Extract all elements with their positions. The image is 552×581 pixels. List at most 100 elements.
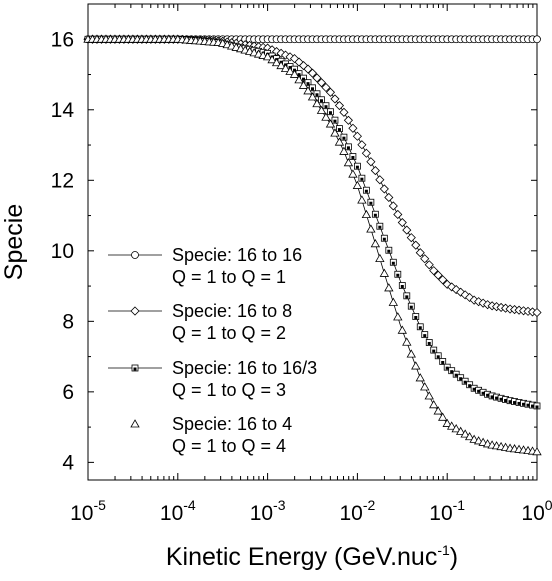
y-tick-label: 10 — [51, 240, 74, 263]
data-point — [330, 94, 340, 104]
data-point — [397, 217, 407, 228]
data-point — [316, 78, 327, 88]
x-axis-title-main: Kinetic Energy (GeV.nuc — [166, 543, 437, 571]
legend-item-3: Specie: 16 to 16/3Q = 1 to Q = 3 — [108, 358, 317, 400]
data-point — [460, 429, 470, 438]
data-point-fill — [364, 189, 368, 193]
data-point — [455, 426, 466, 435]
data-point — [352, 180, 363, 189]
data-point — [429, 266, 439, 276]
data-point — [397, 325, 407, 334]
data-point — [271, 57, 282, 67]
data-point — [370, 166, 380, 176]
data-point — [375, 175, 385, 185]
data-point-fill — [409, 305, 413, 309]
data-point — [321, 82, 331, 93]
data-point-fill — [472, 387, 476, 391]
data-point-fill — [302, 77, 306, 81]
data-point — [357, 140, 367, 150]
data-point-fill — [306, 82, 310, 86]
x-tick-label: 10-5 — [70, 497, 106, 525]
data-point — [262, 52, 273, 61]
data-point — [267, 55, 277, 64]
data-point-fill — [423, 334, 427, 338]
data-point-fill — [418, 326, 422, 330]
data-point — [384, 192, 394, 203]
legend-sublabel: Q = 1 to Q = 3 — [172, 380, 286, 400]
x-tick-label: 10-1 — [429, 497, 465, 525]
data-point-fill — [495, 396, 499, 400]
data-point — [420, 254, 430, 264]
data-point-fill — [486, 393, 490, 397]
data-point — [276, 60, 286, 70]
series-2 — [83, 34, 542, 318]
data-point — [393, 209, 403, 220]
data-point-fill — [319, 99, 323, 103]
data-point — [406, 349, 416, 358]
data-point — [294, 75, 304, 84]
data-point — [388, 297, 399, 306]
legend-marker — [130, 419, 140, 428]
data-point — [464, 431, 475, 441]
legend-marker — [131, 251, 139, 259]
data-point-fill — [378, 225, 382, 229]
data-point — [420, 382, 430, 391]
data-point — [343, 158, 354, 167]
data-point — [361, 148, 371, 158]
data-point — [375, 253, 385, 263]
data-point-fill — [508, 400, 512, 404]
legend-sublabel: Q = 1 to Q = 1 — [172, 267, 286, 287]
data-point — [285, 66, 295, 75]
data-point — [393, 312, 403, 321]
data-point — [357, 195, 367, 204]
data-point — [312, 73, 322, 83]
data-point-fill — [499, 397, 503, 401]
data-point — [312, 98, 322, 108]
data-point — [533, 35, 541, 44]
data-point — [447, 421, 457, 430]
series-layer — [83, 34, 542, 456]
data-point — [289, 69, 300, 78]
x-tick-label: 100 — [521, 497, 552, 525]
x-axis-title: Kinetic Energy (GeV.nuc-1) — [166, 542, 458, 571]
data-point — [388, 201, 398, 211]
data-point-fill — [396, 273, 400, 277]
data-point-fill — [373, 213, 377, 217]
data-point-fill — [414, 316, 418, 320]
data-point-fill — [315, 93, 319, 97]
data-point — [402, 337, 412, 346]
data-point — [339, 107, 349, 117]
data-point — [307, 68, 318, 78]
data-point-fill — [481, 391, 485, 395]
data-point — [361, 209, 372, 219]
data-point — [424, 260, 434, 270]
data-point-fill — [459, 377, 463, 381]
data-point — [438, 412, 448, 421]
data-point — [366, 157, 376, 167]
data-point-fill — [477, 389, 481, 393]
data-point-fill — [450, 370, 454, 374]
data-point — [442, 418, 452, 427]
data-point-fill — [297, 73, 301, 77]
data-point-fill — [351, 156, 355, 160]
data-point-fill — [490, 395, 494, 399]
data-point-fill — [432, 349, 436, 353]
legend-item-4: Specie: 16 to 4Q = 1 to Q = 4 — [130, 414, 292, 456]
x-tick-label: 10-3 — [250, 497, 286, 525]
x-axis-title-close: ) — [450, 543, 458, 571]
data-point — [379, 268, 390, 277]
data-point-fill — [382, 237, 386, 241]
data-point — [339, 146, 349, 155]
y-axis-title: Specie — [0, 204, 28, 280]
data-point-fill — [328, 111, 332, 115]
data-point — [298, 80, 309, 89]
data-point — [370, 238, 381, 248]
data-point — [366, 224, 376, 233]
x-axis-ticks: 10-5 10-4 10-3 10-2 10-1 100 — [70, 4, 552, 525]
data-point-fill — [445, 366, 449, 370]
data-point — [303, 64, 313, 74]
data-point — [307, 92, 318, 101]
y-tick-label: 14 — [51, 99, 75, 122]
data-point — [532, 307, 542, 318]
